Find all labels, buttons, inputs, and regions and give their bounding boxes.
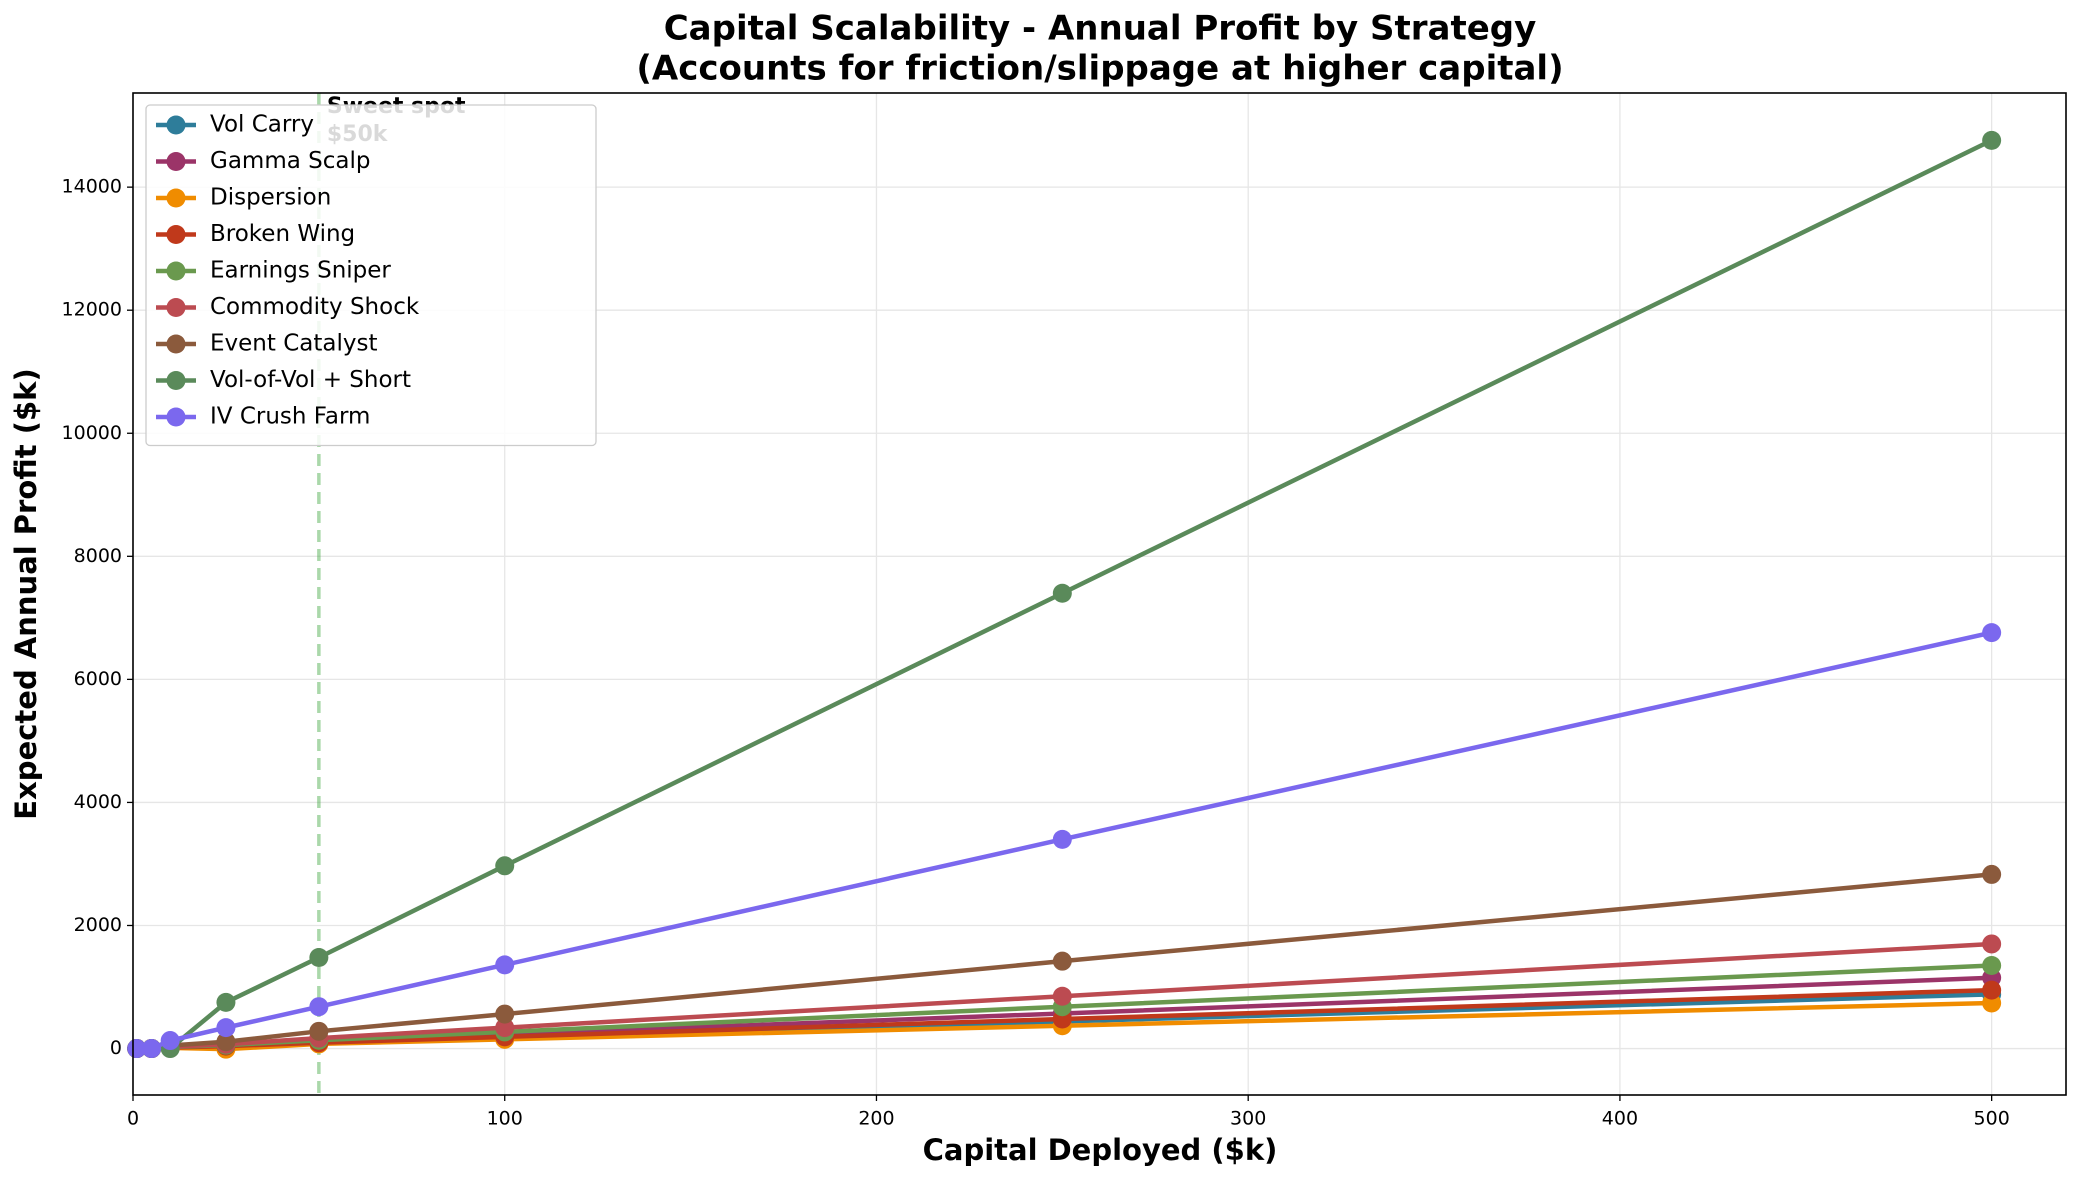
- data-point: [1052, 986, 1072, 1006]
- data-point: [142, 1039, 162, 1059]
- legend-label: Vol-of-Vol + Short: [210, 367, 411, 393]
- y-tick-label: 6000: [74, 668, 122, 690]
- data-point: [1982, 955, 2002, 975]
- data-point: [127, 1039, 147, 1059]
- y-tick-label: 8000: [74, 545, 122, 567]
- data-point: [1982, 934, 2002, 954]
- data-point: [309, 947, 329, 967]
- y-tick-label: 12000: [62, 299, 122, 321]
- x-tick-label: 500: [1974, 1108, 2010, 1130]
- x-tick-label: 300: [1230, 1108, 1266, 1130]
- data-point: [216, 1018, 236, 1038]
- data-point: [1982, 623, 2002, 643]
- x-axis-label: Capital Deployed ($k): [923, 1133, 1278, 1167]
- legend-marker: [166, 334, 186, 354]
- legend-box: [145, 104, 597, 447]
- x-tick-label: 200: [858, 1108, 894, 1130]
- y-axis-label: Expected Annual Profit ($k): [9, 368, 43, 819]
- legend-marker: [166, 188, 186, 208]
- legend-label: Vol Carry: [210, 112, 314, 138]
- y-tick-label: 4000: [74, 791, 122, 813]
- legend-marker: [166, 298, 186, 317]
- legend-marker: [166, 261, 186, 281]
- data-point: [495, 1004, 515, 1024]
- data-point: [1982, 130, 2002, 150]
- chart-subtitle: (Accounts for friction/slippage at highe…: [636, 49, 1563, 89]
- y-tick-label: 0: [110, 1037, 122, 1059]
- data-point: [309, 997, 329, 1017]
- legend: Vol Carry Gamma Scalp Dispersion Broken Win…: [145, 104, 597, 447]
- data-point: [1052, 583, 1072, 603]
- data-point: [495, 856, 515, 876]
- plot-frame: [132, 92, 2067, 1096]
- legend-label: Event Catalyst: [210, 331, 377, 357]
- legend-label: IV Crush Farm: [210, 404, 370, 430]
- legend-marker: [166, 225, 186, 244]
- legend-label: Broken Wing: [210, 221, 355, 247]
- legend-label: Earnings Sniper: [210, 258, 391, 284]
- data-point: [1982, 864, 2002, 884]
- data-point: [160, 1031, 180, 1051]
- legend-label: Dispersion: [210, 185, 331, 211]
- y-tick-label: 2000: [74, 914, 122, 936]
- data-point: [1982, 980, 2002, 1000]
- data-point: [1052, 829, 1072, 849]
- y-tick-label: 14000: [62, 176, 122, 198]
- x-tick-label: 0: [127, 1108, 139, 1130]
- x-tick-label: 100: [487, 1108, 523, 1130]
- data-point: [495, 1018, 515, 1038]
- y-tick-label: 10000: [62, 422, 122, 444]
- legend-marker: [166, 152, 186, 171]
- data-point: [216, 992, 236, 1012]
- legend-marker: [166, 407, 186, 427]
- legend-marker: [166, 115, 186, 135]
- data-point: [309, 1021, 329, 1041]
- data-point: [1052, 951, 1072, 971]
- legend-label: Commodity Shock: [210, 294, 420, 320]
- legend-marker: [166, 371, 186, 390]
- data-point: [216, 1032, 236, 1052]
- x-tick-label: 400: [1602, 1108, 1638, 1130]
- data-point: [495, 955, 515, 975]
- legend-label: Gamma Scalp: [210, 148, 370, 174]
- chart-title: Capital Scalability - Annual Profit by S…: [664, 9, 1537, 49]
